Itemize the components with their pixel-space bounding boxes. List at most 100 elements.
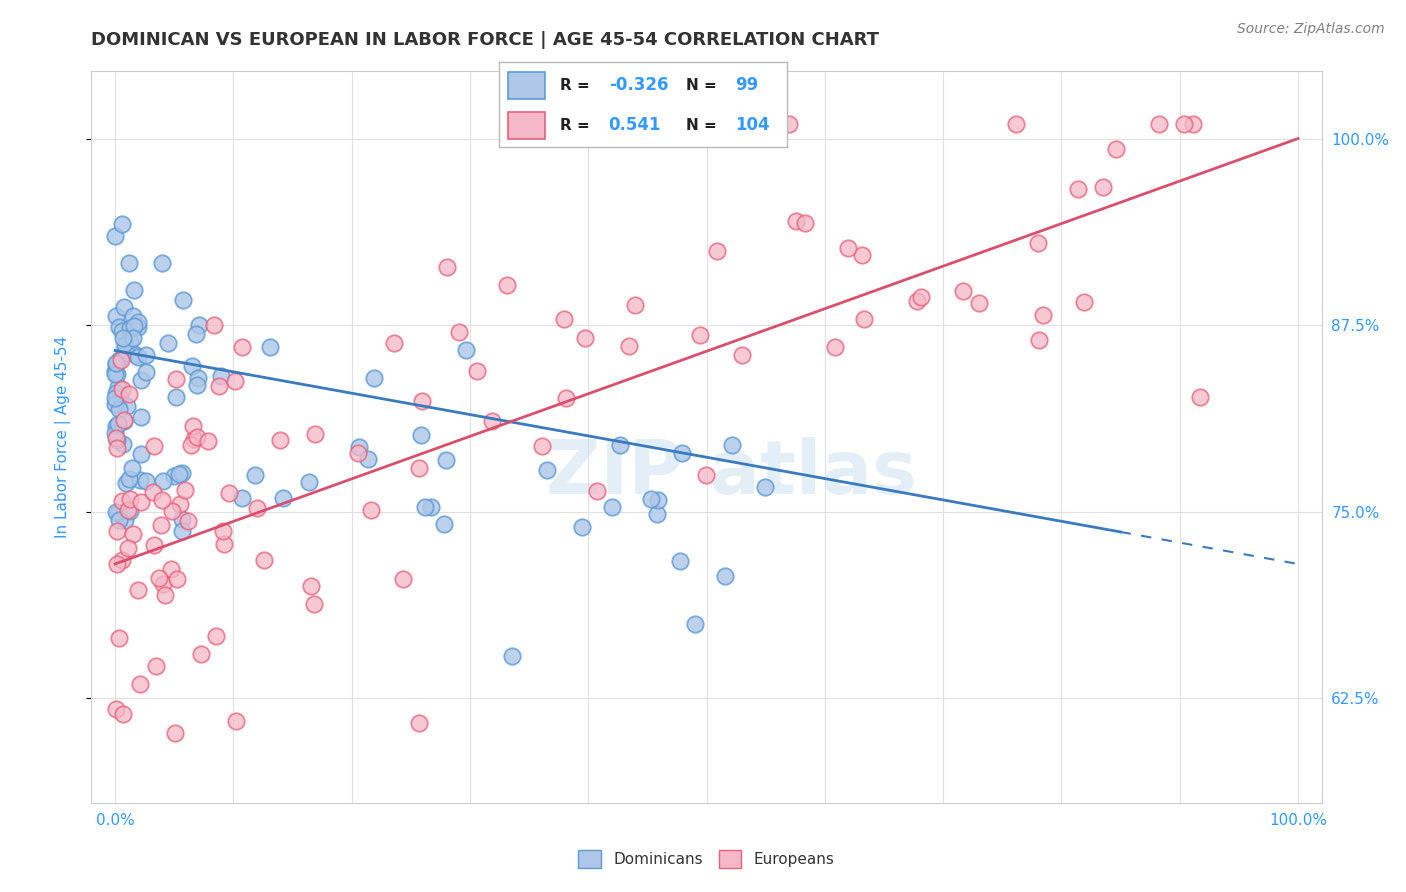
Point [107,380,129,394]
Point [118,334,141,349]
Point [304,597,326,611]
Point [105,357,128,371]
Point [1092,179,1115,194]
Point [824,340,846,354]
Point [204,629,226,643]
Point [1067,181,1090,195]
Point [190,647,212,661]
Point [115,475,138,490]
Point [145,659,167,673]
Point [166,572,188,586]
Point [157,336,180,351]
Point [246,501,269,516]
Point [117,503,139,517]
Point [177,514,200,528]
Point [793,217,815,231]
Point [413,500,436,514]
Point [166,372,188,386]
Point [609,438,631,452]
Point [135,474,157,488]
Point [143,538,166,552]
Point [253,553,276,567]
Point [117,541,139,555]
Point [574,331,596,345]
Point [107,512,129,526]
Point [669,554,692,568]
Point [778,117,800,131]
Point [107,353,129,368]
Text: 104: 104 [735,116,770,134]
Point [187,371,209,385]
Point [162,504,184,518]
Point [104,367,127,381]
Point [186,378,208,392]
Point [624,298,647,312]
Point [1032,309,1054,323]
Point [128,677,150,691]
Point [114,338,136,352]
Point [108,632,131,646]
Point [785,213,807,227]
Point [163,469,186,483]
Point [181,419,204,434]
Point [111,553,134,567]
Point [1147,117,1170,131]
Text: R =: R = [560,118,589,133]
Point [104,702,127,716]
Point [1182,117,1205,131]
Point [104,386,127,401]
Point [433,516,456,531]
Point [169,497,191,511]
Point [299,580,322,594]
Point [121,461,143,475]
Point [165,390,187,404]
Point [131,495,153,509]
Point [152,474,174,488]
Point [408,716,430,731]
Point [105,367,128,381]
Point [434,453,457,467]
Point [120,504,142,518]
Point [224,374,246,388]
Point [212,524,235,538]
Point [617,339,640,353]
Point [153,589,176,603]
Legend: Dominicans, Europeans: Dominicans, Europeans [571,843,842,876]
Point [117,399,139,413]
Point [1189,390,1212,404]
Point [118,472,141,486]
Text: 0.541: 0.541 [609,116,661,134]
Point [172,466,194,480]
Point [186,430,208,444]
Point [105,557,128,571]
Point [105,356,128,370]
Point [105,441,128,455]
Point [420,500,443,515]
Point [129,373,152,387]
Point [721,438,744,452]
Point [183,432,205,446]
Point [112,707,135,722]
Point [174,483,197,497]
Point [449,325,471,339]
Point [465,363,488,377]
Point [114,513,136,527]
Point [117,256,139,270]
Point [640,492,662,507]
Point [108,390,131,404]
Point [851,248,873,262]
Point [127,350,149,364]
Point [298,475,321,490]
Point [120,491,142,506]
Point [671,446,693,460]
Point [555,391,578,405]
Point [115,345,138,359]
Point [131,409,153,424]
Point [181,359,204,373]
Point [271,491,294,506]
Point [243,467,266,482]
Text: N =: N = [686,78,717,93]
Point [127,316,149,330]
Point [118,386,141,401]
Point [112,437,135,451]
